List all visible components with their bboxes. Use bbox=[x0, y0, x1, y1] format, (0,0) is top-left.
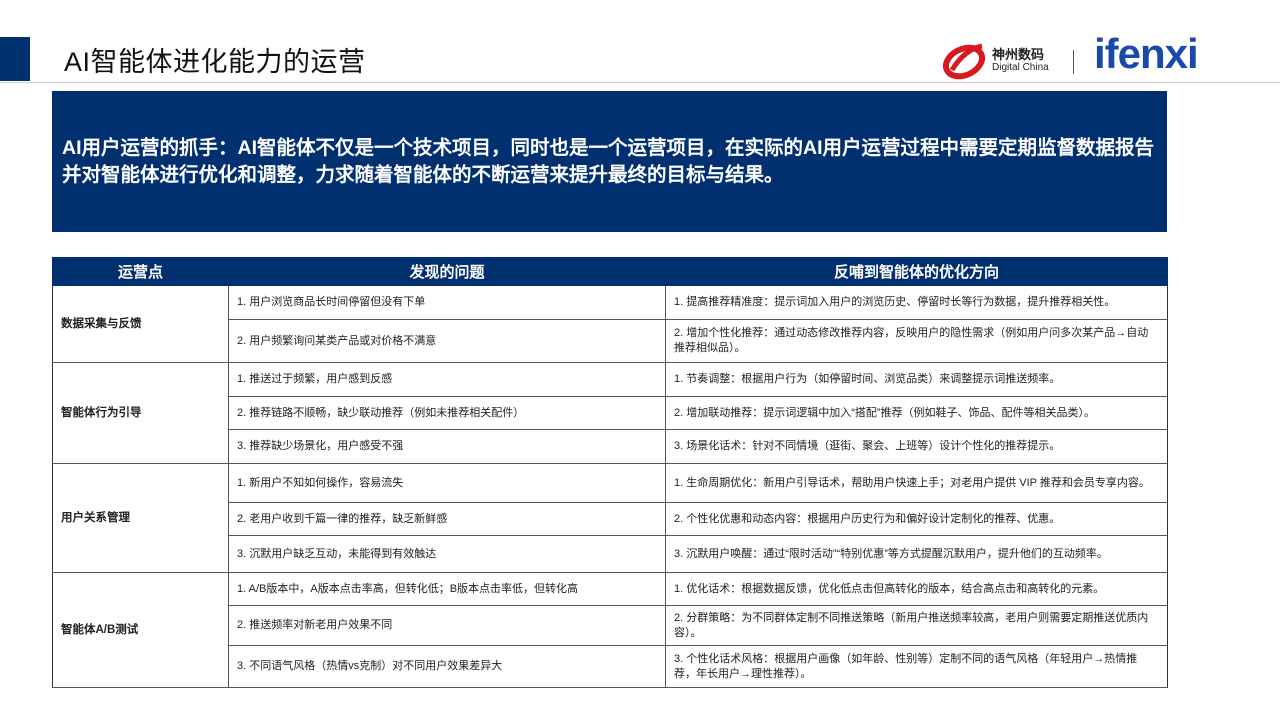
problem-cell: 2. 推送频率对新老用户效果不同 bbox=[228, 605, 666, 646]
optimization-cell: 2. 个性化优惠和动态内容：根据用户历史行为和偏好设计定制化的推荐、优惠。 bbox=[665, 502, 1168, 536]
table-row: 3. 沉默用户缺乏互动，未能得到有效触达 3. 沉默用户唤醒：通过“限时活动”“特… bbox=[53, 535, 1168, 573]
optimization-cell: 2. 分群策略：为不同群体定制不同推送策略（新用户推送频率较高，老用户则需要定期… bbox=[665, 605, 1168, 646]
problem-cell: 2. 老用户收到千篇一律的推荐，缺乏新鲜感 bbox=[228, 502, 666, 536]
operations-table: 运营点 发现的问题 反哺到智能体的优化方向 数据采集与反馈 1. 用户浏览商品长时… bbox=[52, 257, 1168, 688]
optimization-cell: 2. 增加联动推荐：提示词逻辑中加入“搭配”推荐（例如鞋子、饰品、配件等相关品类… bbox=[665, 396, 1168, 430]
table-row: 用户关系管理 1. 新用户不知如何操作，容易流失 1. 生命周期优化：新用户引导话术… bbox=[52, 463, 1168, 573]
column-header: 发现的问题 bbox=[228, 257, 666, 286]
operation-point-cell: 数据采集与反馈 bbox=[52, 285, 229, 363]
optimization-cell: 2. 增加个性化推荐：通过动态修改推荐内容，反映用户的隐性需求（例如用户问多次某… bbox=[665, 319, 1168, 363]
optimization-cell: 1. 生命周期优化：新用户引导话术，帮助用户快速上手；对老用户提供 VIP 推荐… bbox=[665, 463, 1168, 503]
problem-cell: 1. 新用户不知如何操作，容易流失 bbox=[228, 463, 666, 503]
logo-separator bbox=[1073, 50, 1074, 74]
operation-point-cell: 智能体A/B测试 bbox=[52, 572, 229, 688]
table-row: 2. 用户频繁询问某类产品或对价格不满意 2. 增加个性化推荐：通过动态修改推荐内… bbox=[53, 319, 1168, 363]
ifenxi-logo: ifenxi bbox=[1094, 30, 1199, 77]
column-header: 反哺到智能体的优化方向 bbox=[665, 257, 1168, 286]
table-row: 数据采集与反馈 1. 用户浏览商品长时间停留但没有下单 1. 提高推荐精准度：提示词… bbox=[52, 285, 1168, 363]
problem-cell: 1. 推送过于频繁，用户感到反感 bbox=[228, 362, 666, 397]
header-divider bbox=[0, 82, 1280, 83]
digital-china-swirl-icon bbox=[942, 43, 986, 80]
optimization-cell: 1. 优化话术：根据数据反馈，优化低点击但高转化的版本，结合高点击和高转化的元素… bbox=[665, 572, 1168, 606]
operation-point-cell: 用户关系管理 bbox=[52, 463, 229, 573]
logo-cn-text: 神州数码 bbox=[992, 47, 1045, 62]
table-row: 2. 老用户收到千篇一律的推荐，缺乏新鲜感 2. 个性化优惠和动态内容：根据用户历… bbox=[53, 502, 1168, 536]
optimization-cell: 3. 场景化话术：针对不同情境（逛街、聚会、上班等）设计个性化的推荐提示。 bbox=[665, 429, 1168, 464]
problem-cell: 3. 推荐缺少场景化，用户感受不强 bbox=[228, 429, 666, 464]
problem-cell: 3. 沉默用户缺乏互动，未能得到有效触达 bbox=[228, 535, 666, 573]
table-row: 3. 推荐缺少场景化，用户感受不强 3. 场景化话术：针对不同情境（逛街、聚会、上… bbox=[53, 429, 1168, 464]
column-header: 运营点 bbox=[52, 257, 229, 286]
table-row: 智能体行为引导 1. 推送过于频繁，用户感到反感 1. 节奏调整：根据用户行为（如停… bbox=[52, 362, 1168, 464]
optimization-cell: 1. 节奏调整：根据用户行为（如停留时间、浏览品类）来调整提示词推送频率。 bbox=[665, 362, 1168, 397]
operation-point-cell: 智能体行为引导 bbox=[52, 362, 229, 464]
digital-china-logo: 神州数码 Digital China bbox=[942, 40, 1082, 80]
problem-cell: 1. A/B版本中，A版本点击率高，但转化低；B版本点击率低，但转化高 bbox=[228, 572, 666, 606]
summary-banner: AI用户运营的抓手：AI智能体不仅是一个技术项目，同时也是一个运营项目，在实际的… bbox=[52, 91, 1167, 232]
problem-cell: 3. 不同语气风格（热情vs克制）对不同用户效果差异大 bbox=[228, 645, 666, 688]
title-accent-bar bbox=[0, 37, 30, 81]
problem-cell: 2. 推荐链路不顺畅，缺少联动推荐（例如未推荐相关配件） bbox=[228, 396, 666, 430]
optimization-cell: 1. 提高推荐精准度：提示词加入用户的浏览历史、停留时长等行为数据，提升推荐相关… bbox=[665, 285, 1168, 320]
table-row: 智能体A/B测试 1. A/B版本中，A版本点击率高，但转化低；B版本点击率低，但… bbox=[52, 572, 1168, 688]
logo-en-text: Digital China bbox=[992, 62, 1049, 73]
table-header-row: 运营点 发现的问题 反哺到智能体的优化方向 bbox=[52, 257, 1168, 286]
problem-cell: 2. 用户频繁询问某类产品或对价格不满意 bbox=[228, 319, 666, 363]
page-title: AI智能体进化能力的运营 bbox=[64, 47, 366, 77]
table-row: 3. 不同语气风格（热情vs克制）对不同用户效果差异大 3. 个性化话术风格：根据… bbox=[53, 645, 1168, 688]
optimization-cell: 3. 沉默用户唤醒：通过“限时活动”“特别优惠”等方式提醒沉默用户，提升他们的互… bbox=[665, 535, 1168, 573]
table-row: 2. 推送频率对新老用户效果不同 2. 分群策略：为不同群体定制不同推送策略（新用… bbox=[53, 605, 1168, 646]
problem-cell: 1. 用户浏览商品长时间停留但没有下单 bbox=[228, 285, 666, 320]
optimization-cell: 3. 个性化话术风格：根据用户画像（如年龄、性别等）定制不同的语气风格（年轻用户… bbox=[665, 645, 1168, 688]
